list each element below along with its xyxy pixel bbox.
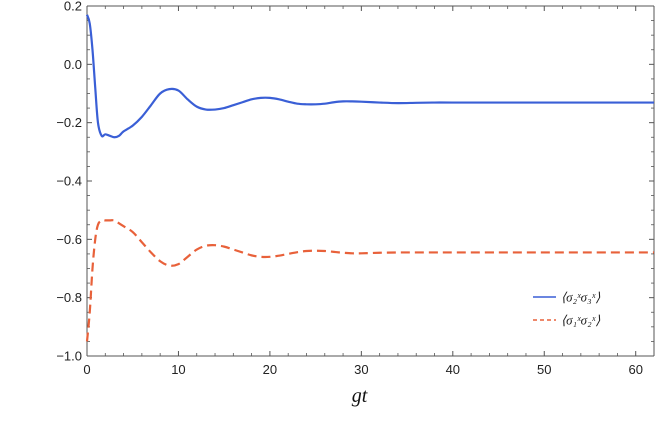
- legend: ⟨σ₂ˣσ₃ˣ⟩ ⟨σ₁ˣσ₂ˣ⟩: [533, 290, 600, 328]
- x-tick-label: 10: [171, 362, 185, 377]
- y-tick-label: −0.6: [56, 232, 82, 247]
- y-axis-ticks: 0.2 0.0 −0.2 −0.4 −0.6 −0.8 −1.0: [56, 0, 654, 364]
- x-tick-label: 60: [628, 362, 642, 377]
- y-tick-label: −0.4: [56, 174, 82, 189]
- x-axis-ticks: 0 10 20 30 40 50 60: [83, 6, 643, 377]
- y-tick-label: 0.2: [64, 0, 82, 14]
- y-tick-label: −0.8: [56, 290, 82, 305]
- series-line-2: [85, 218, 654, 342]
- x-axis-title: gt: [352, 385, 368, 407]
- x-tick-label: 20: [263, 362, 277, 377]
- x-tick-label: 0: [83, 362, 90, 377]
- series-line-1: [85, 14, 654, 139]
- legend-label-1: ⟨σ₂ˣσ₃ˣ⟩: [561, 290, 600, 305]
- series-layer: [85, 14, 654, 342]
- y-tick-label: −0.2: [56, 115, 82, 130]
- y-tick-label: 0.0: [64, 57, 82, 72]
- legend-label-2: ⟨σ₁ˣσ₂ˣ⟩: [561, 313, 600, 328]
- y-tick-label: −1.0: [56, 349, 82, 364]
- x-tick-label: 50: [537, 362, 551, 377]
- x-tick-label: 40: [446, 362, 460, 377]
- x-tick-label: 30: [354, 362, 368, 377]
